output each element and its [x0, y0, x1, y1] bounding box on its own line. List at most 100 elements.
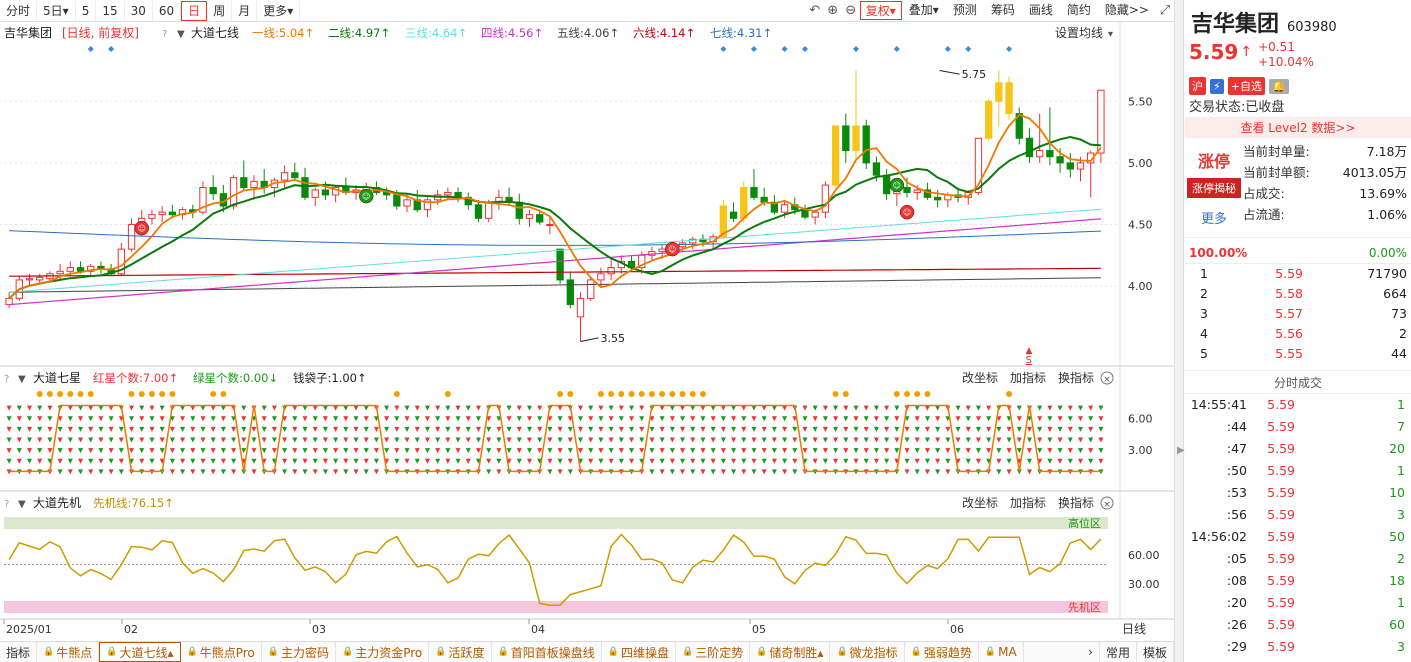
period-tab-6[interactable]: 日 [181, 0, 208, 21]
star-mark [465, 416, 471, 422]
candle-body [525, 214, 534, 219]
dropdown-icon[interactable]: ▾ [1108, 29, 1113, 40]
event-diamond-icon[interactable] [108, 46, 115, 52]
indicator-tab-12[interactable]: 🔒 MA [979, 642, 1024, 662]
period-tab-8[interactable]: 月 [232, 0, 258, 21]
panel3-action-0[interactable]: 改坐标 [962, 496, 998, 510]
panel2-action-1[interactable]: 加指标 [1010, 370, 1046, 385]
star-mark [537, 437, 543, 443]
indicator-tab-3[interactable]: 🔒 主力密码 [262, 642, 336, 662]
level2-link[interactable]: 查看 Level2 数据>> [1185, 118, 1411, 138]
event-diamond-icon[interactable] [944, 46, 951, 52]
toolbar-item-5[interactable]: 简约 [1066, 3, 1091, 17]
toolbar-item-0[interactable]: 复权▾ [859, 1, 902, 20]
scroll-right-icon[interactable]: › [1082, 642, 1100, 662]
event-diamond-icon[interactable] [893, 46, 900, 52]
indicator-tab-label: 储奇制胜▴ [769, 645, 824, 660]
tick-volume: 3 [1397, 507, 1405, 522]
star-mark [1026, 469, 1032, 475]
indicator-tab-0[interactable]: 🔒 牛熊点 [37, 642, 100, 662]
event-diamond-icon[interactable] [1006, 46, 1013, 52]
period-tab-0[interactable]: 分时 [0, 0, 38, 21]
close-icon[interactable] [1100, 371, 1114, 385]
period-tab-4[interactable]: 30 [125, 0, 153, 21]
indicator-tab-8[interactable]: 🔒 三阶定势 [676, 642, 751, 662]
indicator-tab-2[interactable]: 🔒 牛熊点Pro [181, 642, 262, 662]
indicator-tab-10[interactable]: 🔒 微龙指标 [830, 642, 905, 662]
alert-bell-icon[interactable]: 🔔 [1268, 78, 1289, 94]
bottom-right-1[interactable]: 模板 [1137, 642, 1174, 662]
indicator-tab-11[interactable]: 🔒 强弱趋势 [905, 642, 979, 662]
close-glyph[interactable]: × [1103, 375, 1111, 385]
tick-time: :47 [1226, 441, 1247, 456]
toolbar-item-3[interactable]: 筹码 [990, 3, 1015, 17]
fullscreen-icon[interactable]: ⤢ [1159, 3, 1171, 18]
money-bag-icon [159, 391, 166, 397]
toolbar-item-1[interactable]: 叠加▾ [908, 3, 939, 17]
star-mark [220, 448, 226, 454]
toolbar-item-2[interactable]: 预测 [952, 3, 977, 17]
star-mark [384, 448, 390, 454]
bottom-right-0[interactable]: 常用 [1100, 642, 1137, 662]
star-mark [853, 458, 859, 464]
zoom-out-icon[interactable]: ⊖ [845, 3, 857, 18]
star-mark [435, 448, 441, 454]
event-diamond-icon[interactable] [853, 46, 860, 52]
collapse-icon[interactable]: ▼ [18, 374, 26, 385]
panel-divider[interactable]: ▶ [1174, 0, 1185, 662]
panel2-action-2[interactable]: 换指标 [1058, 370, 1094, 385]
star-mark [516, 405, 522, 411]
period-tab-5[interactable]: 60 [153, 0, 182, 21]
close-glyph[interactable]: × [1103, 500, 1111, 510]
star-mark [669, 426, 675, 432]
indicator-menu-button[interactable]: 指标 [0, 642, 38, 662]
close-icon[interactable] [1100, 496, 1114, 510]
star-mark [1047, 405, 1053, 411]
indicator-tab-7[interactable]: 🔒 四维操盘 [602, 642, 676, 662]
kline-chart[interactable]: 吉华集团 [日线, 前复权]? ▼ 大道七线 一线:5.04↑ 二线:4.97↑ 三线:4.… [0, 22, 1174, 641]
period-tab-9[interactable]: 更多▾ [257, 0, 301, 21]
star-mark [986, 426, 992, 432]
event-diamond-icon[interactable] [965, 46, 972, 52]
panel3-action-2[interactable]: 换指标 [1058, 495, 1094, 510]
indicator-tab-1[interactable]: 🔒 大道七线▴ [99, 642, 181, 662]
help-icon[interactable]: ? [4, 499, 9, 510]
toolbar-item-4[interactable]: 画线 [1028, 3, 1053, 17]
collapse-handle-icon[interactable]: ▶ [1177, 445, 1185, 456]
event-diamond-icon[interactable] [801, 46, 808, 52]
ma-settings-button[interactable]: 设置均线 [1055, 26, 1103, 40]
star-mark [608, 405, 614, 411]
period-tab-1[interactable]: 5日▾ [37, 0, 76, 21]
collapse-icon[interactable]: ▼ [177, 29, 185, 40]
limit-up-reveal-button[interactable]: 涨停揭秘 [1187, 178, 1241, 198]
indicator-tab-6[interactable]: 🔒 首阳首板操盘线 [492, 642, 602, 662]
period-tab-3[interactable]: 15 [96, 0, 125, 21]
collapse-icon[interactable]: ▼ [18, 499, 26, 510]
star-mark [394, 448, 400, 454]
ratio-right: 0.00% [1368, 246, 1407, 260]
toolbar-item-6[interactable]: 隐藏>> [1104, 3, 1149, 17]
period-tab-7[interactable]: 周 [207, 0, 233, 21]
add-watchlist-button[interactable]: +自选 [1227, 77, 1265, 95]
indicator-tab-5[interactable]: 🔒 活跃度 [429, 642, 492, 662]
more-link[interactable]: 更多 [1200, 212, 1227, 227]
zoom-in-icon[interactable]: ⊕ [827, 3, 839, 18]
event-diamond-icon[interactable] [87, 46, 94, 52]
help-icon[interactable]: ? [162, 29, 167, 40]
panel2-action-0[interactable]: 改坐标 [962, 371, 998, 385]
event-diamond-icon[interactable] [750, 46, 757, 52]
indicator-tab-9[interactable]: 🔒 储奇制胜▴ [750, 642, 831, 662]
period-tab-2[interactable]: 5 [76, 0, 97, 21]
legend-line-2: 二线:4.97↑ [328, 26, 390, 40]
panel3-action-1[interactable]: 加指标 [1010, 495, 1046, 510]
undo-icon[interactable]: ↶ [809, 3, 821, 18]
order-book-row: 1 5.59 71790 [1185, 264, 1411, 284]
event-diamond-icon[interactable] [781, 46, 788, 52]
low-zone-band [4, 601, 1108, 613]
help-icon[interactable]: ? [4, 374, 9, 385]
lightning-icon[interactable]: ⚡ [1210, 78, 1224, 94]
star-mark [680, 437, 686, 443]
event-diamond-icon[interactable] [720, 46, 727, 52]
indicator-tab-4[interactable]: 🔒 主力资金Pro [336, 642, 430, 662]
